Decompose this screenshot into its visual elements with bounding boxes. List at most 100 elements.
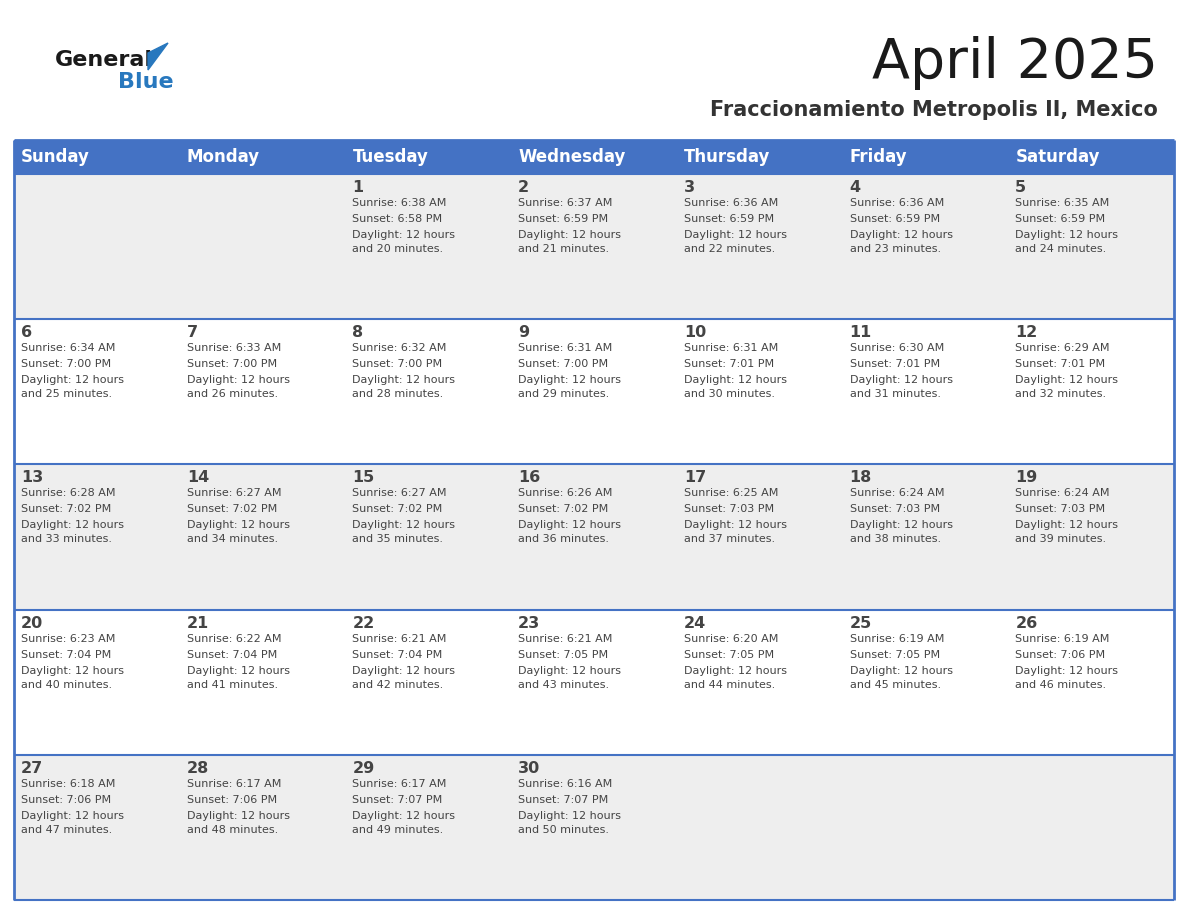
Bar (179, 140, 346, 174)
Text: 13: 13 (21, 470, 43, 486)
Text: Daylight: 12 hours: Daylight: 12 hours (684, 375, 786, 386)
Text: Sunrise: 6:21 AM: Sunrise: 6:21 AM (518, 633, 613, 644)
Text: Sunset: 6:59 PM: Sunset: 6:59 PM (518, 214, 608, 224)
Text: Daylight: 12 hours: Daylight: 12 hours (849, 230, 953, 240)
Text: and 20 minutes.: and 20 minutes. (353, 244, 443, 254)
Bar (511, 140, 677, 174)
Text: Sunset: 6:59 PM: Sunset: 6:59 PM (849, 214, 940, 224)
Text: and 33 minutes.: and 33 minutes. (21, 534, 112, 544)
Text: Sunset: 7:03 PM: Sunset: 7:03 PM (1016, 504, 1105, 514)
Text: and 47 minutes.: and 47 minutes. (21, 824, 112, 834)
Text: Sunset: 7:06 PM: Sunset: 7:06 PM (21, 795, 112, 805)
Text: Fraccionamiento Metropolis II, Mexico: Fraccionamiento Metropolis II, Mexico (710, 100, 1158, 120)
Text: Sunset: 7:05 PM: Sunset: 7:05 PM (849, 650, 940, 660)
Text: Sunrise: 6:27 AM: Sunrise: 6:27 AM (187, 488, 282, 498)
Text: Sunrise: 6:16 AM: Sunrise: 6:16 AM (518, 778, 612, 789)
Text: Daylight: 12 hours: Daylight: 12 hours (849, 375, 953, 386)
Text: Daylight: 12 hours: Daylight: 12 hours (187, 521, 290, 531)
Text: Sunrise: 6:32 AM: Sunrise: 6:32 AM (353, 343, 447, 353)
Text: Sunrise: 6:21 AM: Sunrise: 6:21 AM (353, 633, 447, 644)
Text: 29: 29 (353, 761, 374, 776)
Text: General: General (55, 50, 153, 70)
Text: and 28 minutes.: and 28 minutes. (353, 389, 443, 399)
Text: and 46 minutes.: and 46 minutes. (1016, 679, 1106, 689)
Text: Sunset: 6:59 PM: Sunset: 6:59 PM (1016, 214, 1105, 224)
Text: Sunset: 7:00 PM: Sunset: 7:00 PM (518, 359, 608, 369)
Text: Daylight: 12 hours: Daylight: 12 hours (1016, 666, 1118, 676)
Text: Daylight: 12 hours: Daylight: 12 hours (353, 666, 455, 676)
Text: Sunrise: 6:17 AM: Sunrise: 6:17 AM (353, 778, 447, 789)
Text: Daylight: 12 hours: Daylight: 12 hours (187, 811, 290, 821)
Text: Sunset: 6:59 PM: Sunset: 6:59 PM (684, 214, 775, 224)
Bar (677, 140, 842, 174)
Text: 14: 14 (187, 470, 209, 486)
Text: and 50 minutes.: and 50 minutes. (518, 824, 609, 834)
Text: Sunset: 7:02 PM: Sunset: 7:02 PM (187, 504, 277, 514)
Text: and 49 minutes.: and 49 minutes. (353, 824, 443, 834)
Text: 19: 19 (1016, 470, 1037, 486)
Text: Daylight: 12 hours: Daylight: 12 hours (849, 666, 953, 676)
Text: Sunset: 7:01 PM: Sunset: 7:01 PM (849, 359, 940, 369)
Text: Sunset: 7:00 PM: Sunset: 7:00 PM (353, 359, 443, 369)
Text: 21: 21 (187, 616, 209, 631)
Text: Sunset: 7:01 PM: Sunset: 7:01 PM (684, 359, 775, 369)
Bar (14, 610, 1174, 755)
Text: Sunset: 7:04 PM: Sunset: 7:04 PM (21, 650, 112, 660)
Text: and 35 minutes.: and 35 minutes. (353, 534, 443, 544)
Text: Daylight: 12 hours: Daylight: 12 hours (353, 811, 455, 821)
Text: Sunrise: 6:24 AM: Sunrise: 6:24 AM (849, 488, 944, 498)
Text: Sunrise: 6:24 AM: Sunrise: 6:24 AM (1016, 488, 1110, 498)
Bar (14, 465, 1174, 610)
Text: 16: 16 (518, 470, 541, 486)
Text: Sunset: 7:01 PM: Sunset: 7:01 PM (1016, 359, 1105, 369)
Text: and 23 minutes.: and 23 minutes. (849, 244, 941, 254)
Text: and 44 minutes.: and 44 minutes. (684, 679, 775, 689)
Text: Sunset: 7:05 PM: Sunset: 7:05 PM (518, 650, 608, 660)
Text: 7: 7 (187, 325, 198, 341)
Text: Daylight: 12 hours: Daylight: 12 hours (518, 521, 621, 531)
Text: 25: 25 (849, 616, 872, 631)
Text: 17: 17 (684, 470, 706, 486)
Text: 23: 23 (518, 616, 541, 631)
Text: Sunrise: 6:23 AM: Sunrise: 6:23 AM (21, 633, 115, 644)
Text: and 32 minutes.: and 32 minutes. (1016, 389, 1106, 399)
Text: and 24 minutes.: and 24 minutes. (1016, 244, 1106, 254)
Text: April 2025: April 2025 (872, 36, 1158, 90)
Text: Daylight: 12 hours: Daylight: 12 hours (518, 230, 621, 240)
Text: Sunrise: 6:38 AM: Sunrise: 6:38 AM (353, 198, 447, 208)
Text: and 25 minutes.: and 25 minutes. (21, 389, 112, 399)
Text: Daylight: 12 hours: Daylight: 12 hours (684, 230, 786, 240)
Text: 2: 2 (518, 180, 530, 195)
Text: Sunrise: 6:20 AM: Sunrise: 6:20 AM (684, 633, 778, 644)
Text: Sunrise: 6:30 AM: Sunrise: 6:30 AM (849, 343, 943, 353)
Text: Sunset: 7:03 PM: Sunset: 7:03 PM (684, 504, 775, 514)
Text: 26: 26 (1016, 616, 1037, 631)
Text: Daylight: 12 hours: Daylight: 12 hours (684, 521, 786, 531)
Text: Sunset: 7:04 PM: Sunset: 7:04 PM (353, 650, 443, 660)
Text: 24: 24 (684, 616, 706, 631)
Text: and 38 minutes.: and 38 minutes. (849, 534, 941, 544)
Text: Sunrise: 6:28 AM: Sunrise: 6:28 AM (21, 488, 115, 498)
Text: Sunrise: 6:19 AM: Sunrise: 6:19 AM (1016, 633, 1110, 644)
Text: Sunrise: 6:25 AM: Sunrise: 6:25 AM (684, 488, 778, 498)
Text: 10: 10 (684, 325, 706, 341)
Text: and 40 minutes.: and 40 minutes. (21, 679, 112, 689)
Text: and 39 minutes.: and 39 minutes. (1016, 534, 1106, 544)
Text: Sunset: 7:04 PM: Sunset: 7:04 PM (187, 650, 277, 660)
Text: Daylight: 12 hours: Daylight: 12 hours (21, 375, 124, 386)
Text: Sunset: 7:00 PM: Sunset: 7:00 PM (21, 359, 112, 369)
Text: Sunset: 7:02 PM: Sunset: 7:02 PM (518, 504, 608, 514)
Text: and 36 minutes.: and 36 minutes. (518, 534, 609, 544)
Text: Saturday: Saturday (1016, 148, 1100, 166)
Bar (14, 319, 1174, 465)
Text: and 34 minutes.: and 34 minutes. (187, 534, 278, 544)
Text: Wednesday: Wednesday (518, 148, 626, 166)
Text: Daylight: 12 hours: Daylight: 12 hours (1016, 230, 1118, 240)
Text: Sunrise: 6:33 AM: Sunrise: 6:33 AM (187, 343, 282, 353)
Text: Sunrise: 6:36 AM: Sunrise: 6:36 AM (684, 198, 778, 208)
Text: Sunrise: 6:35 AM: Sunrise: 6:35 AM (1016, 198, 1110, 208)
Bar (14, 755, 1174, 900)
Text: 1: 1 (353, 180, 364, 195)
Text: Daylight: 12 hours: Daylight: 12 hours (353, 375, 455, 386)
Text: Sunset: 7:05 PM: Sunset: 7:05 PM (684, 650, 775, 660)
